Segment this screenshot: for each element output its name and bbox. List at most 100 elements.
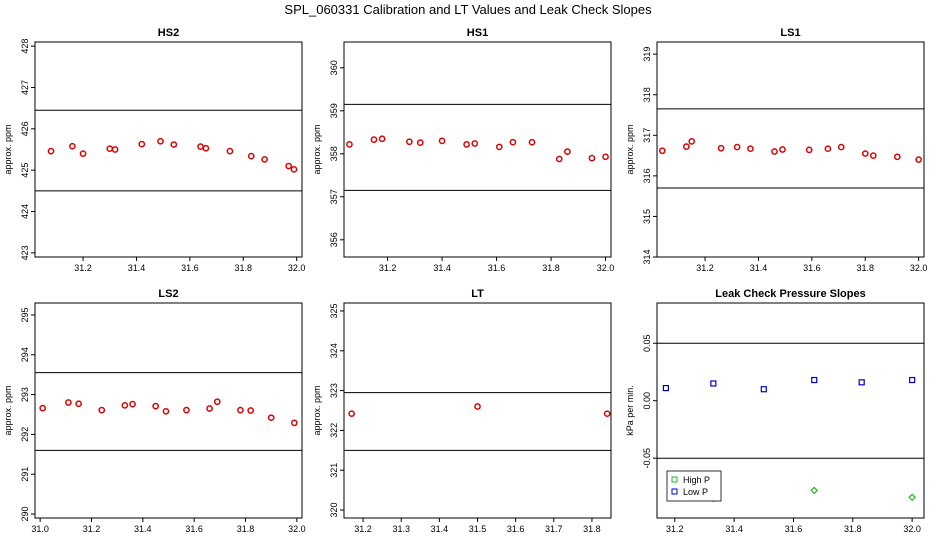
x-tick-label: 31.8 [856,263,874,273]
y-tick-label: 318 [642,87,652,102]
data-point [710,380,717,387]
y-tick-label: 322 [329,423,339,438]
data-point [779,146,786,153]
data-point [247,407,255,414]
x-tick-label: 32.0 [288,524,306,534]
data-point [810,486,819,495]
plot-frame [343,302,612,519]
data-point [837,143,845,151]
x-tick-label: 31.4 [128,263,146,273]
data-point [869,152,877,159]
data-point [348,410,355,418]
y-tick-label: -0.05 [642,448,652,469]
y-tick-label: 294 [20,347,30,362]
x-tick-label: 32.0 [288,263,306,273]
data-point [69,142,76,150]
data-point [226,147,234,155]
y-tick-label: 424 [20,204,30,219]
y-tick-label: 292 [20,427,30,442]
legend-label: Low P [683,487,708,497]
y-tick-label: 316 [642,168,652,183]
data-point [824,145,832,153]
data-point [213,398,221,406]
panel-title: LT [471,288,484,300]
panel-title: HS2 [158,27,179,39]
x-tick-label: 31.8 [234,263,252,273]
x-tick-label: 31.4 [134,524,152,534]
data-point [471,140,479,147]
plot-frame [656,302,925,519]
y-tick-label: 291 [20,467,30,482]
x-tick-label: 31.2 [354,524,372,534]
x-tick-label: 31.7 [545,524,563,534]
data-point [811,376,818,384]
data-point [247,152,255,160]
data-point [237,406,244,414]
panel-title: Leak Check Pressure Slopes [715,288,865,300]
x-tick-label: 31.2 [696,263,714,273]
data-point [858,379,865,386]
y-tick-label: 358 [329,146,339,161]
y-tick-label: 357 [329,189,339,204]
y-tick-label: 293 [20,387,30,402]
chart-panel-1: HS2 approx. ppm 31.2 31.4 31.6 31.8 32.0 423 424… [3,27,305,273]
y-axis-label: approx. ppm [312,124,322,174]
data-point [406,138,413,146]
y-tick-label: 427 [20,80,30,95]
y-tick-label: 0.00 [642,392,652,410]
y-tick-label: 356 [329,232,339,247]
y-tick-label: 314 [642,249,652,264]
x-tick-label: 31.2 [666,524,684,534]
y-tick-label: 321 [329,463,339,478]
y-tick-label: 295 [20,307,30,322]
data-point [683,143,690,151]
x-tick-label: 31.4 [433,263,451,273]
data-point [893,153,901,161]
data-point [183,406,190,414]
data-point [170,141,178,148]
data-point [370,136,378,143]
y-tick-label: 325 [329,303,339,318]
data-point [861,150,869,157]
data-point [111,146,119,153]
x-tick-label: 31.5 [469,524,487,534]
y-axis-label: approx. ppm [312,385,322,435]
data-point [416,139,424,146]
chart-panel-6: Leak Check Pressure Slopes kPa per min. 31… [625,288,925,534]
data-point [915,156,923,163]
data-point [463,140,470,148]
data-point [162,407,170,415]
panel-title: HS1 [467,27,488,39]
y-tick-label: 360 [329,60,339,75]
data-point [564,148,571,155]
data-point [197,143,204,150]
data-point [509,138,517,146]
panel-title: LS2 [158,288,178,300]
x-tick-label: 31.6 [181,263,199,273]
data-point [688,138,696,145]
plot-frame [34,302,303,519]
y-tick-label: 423 [20,245,30,260]
data-point [79,150,87,157]
x-tick-label: 31.4 [725,524,743,534]
data-point [555,155,563,163]
data-point [202,144,210,152]
y-axis-label: approx. ppm [3,124,13,174]
chart-panel-4: LS2 approx. ppm 31.0 31.2 31.4 31.6 31.8 32.0 29… [3,288,306,534]
data-point [602,153,609,161]
y-tick-label: 359 [329,103,339,118]
data-point [129,400,136,408]
y-axis-label: approx. ppm [625,124,635,174]
data-point [909,376,916,384]
y-tick-label: 290 [20,507,30,522]
y-tick-label: 323 [329,383,339,398]
x-tick-label: 31.6 [785,524,803,534]
data-point [267,414,275,422]
x-tick-label: 32.0 [910,263,928,273]
data-point [75,400,82,408]
x-tick-label: 31.8 [583,524,601,534]
y-tick-label: 324 [329,343,339,358]
x-tick-label: 32.0 [597,263,615,273]
legend-swatch [671,488,678,495]
data-point [771,148,778,155]
